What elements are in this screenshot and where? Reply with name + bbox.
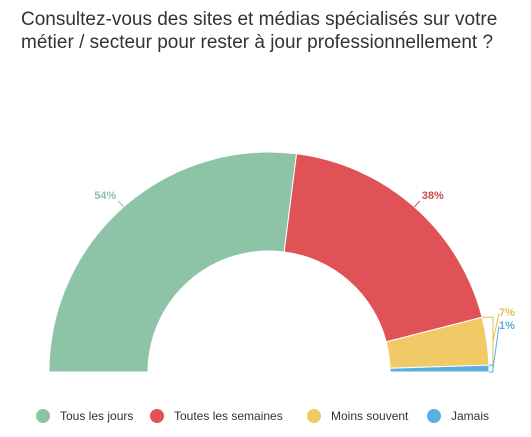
legend-item-toutes-les-semaines[interactable]: Toutes les semaines xyxy=(150,404,283,428)
legend-label-tous-les-jours: Tous les jours xyxy=(60,409,134,423)
legend-item-jamais[interactable]: Jamais xyxy=(427,404,489,428)
leader-jamais xyxy=(488,325,500,373)
data-label-moins-souvent: 7% xyxy=(499,307,515,319)
slice-toutes-les-semaines[interactable] xyxy=(283,153,483,343)
chart-data-labels: 54% 38% 7%1% xyxy=(94,190,515,332)
slice-tous-les-jours[interactable] xyxy=(48,151,298,373)
chart-legend: Tous les jours Toutes les semaines Moins… xyxy=(0,404,531,428)
leader-tous-les-jours xyxy=(117,200,124,208)
legend-swatch-toutes-les-semaines xyxy=(150,409,164,423)
data-label-toutes-les-semaines: 38% xyxy=(422,190,444,202)
legend-item-moins-souvent[interactable]: Moins souvent xyxy=(307,404,408,428)
legend-label-moins-souvent: Moins souvent xyxy=(331,409,409,423)
data-label-jamais: 1% xyxy=(499,320,515,332)
legend-swatch-moins-souvent xyxy=(307,409,321,423)
data-label-tous-les-jours: 54% xyxy=(94,190,116,202)
legend-swatch-jamais xyxy=(427,409,441,423)
leader-toutes-les-semaines xyxy=(414,200,421,208)
slice-jamais[interactable] xyxy=(389,364,490,373)
legend-item-tous-les-jours[interactable]: Tous les jours xyxy=(36,404,133,428)
legend-swatch-tous-les-jours xyxy=(36,409,50,423)
legend-label-toutes-les-semaines: Toutes les semaines xyxy=(174,409,283,423)
chart-label-leaders xyxy=(117,200,500,373)
semi-donut-chart: 54% 38% 7%1% xyxy=(48,151,515,373)
chart-title: Consultez-vous des sites et médias spéci… xyxy=(21,9,498,53)
legend-label-jamais: Jamais xyxy=(451,409,490,423)
chart-slices xyxy=(48,151,490,373)
